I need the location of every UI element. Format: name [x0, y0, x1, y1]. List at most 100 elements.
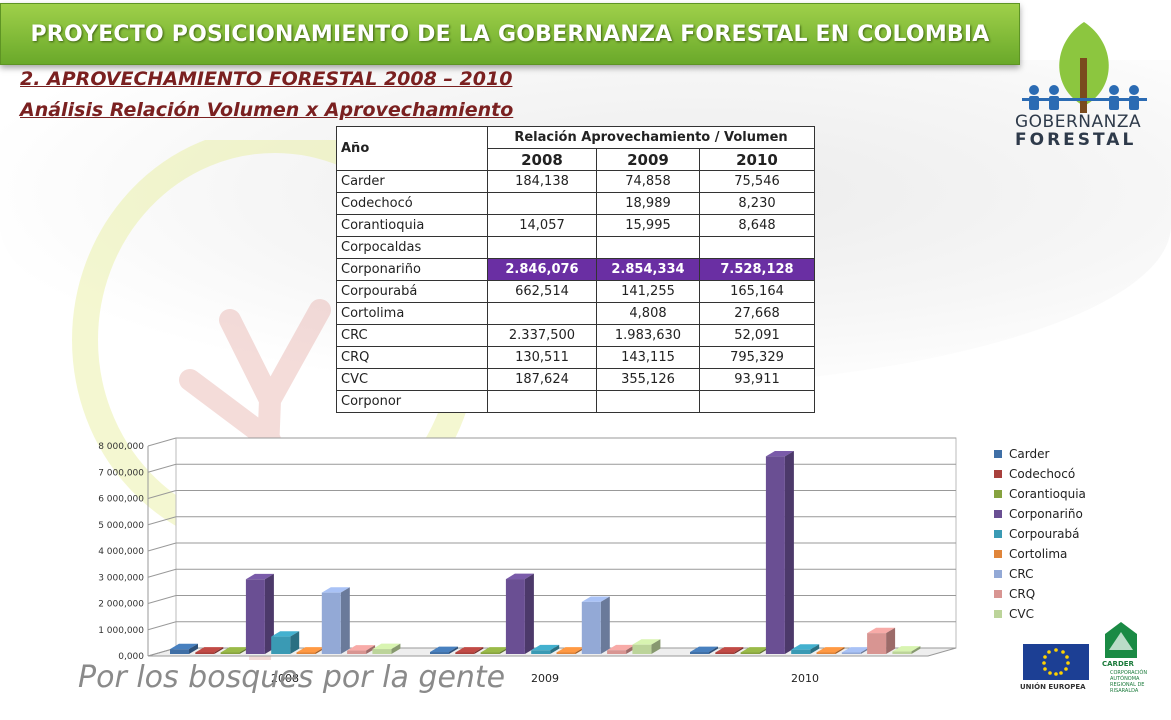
bar-side [391, 643, 401, 654]
table-row: CRC 2.337,500 1.983,630 52,091 [336, 324, 815, 347]
bar-top [505, 573, 534, 580]
row-value-2010: 27,668 [699, 302, 815, 325]
gridline-diag [147, 490, 177, 499]
row-value-2010 [699, 390, 815, 413]
legend-label: Corantioquia [1009, 487, 1086, 501]
bar-chart: 0,000 1 000,000 2 000,000 3 000,000 4 000,00… [98, 437, 957, 685]
logo-line1: GOBERNANZA [1015, 112, 1142, 132]
legend-item: Corponariño [994, 504, 1086, 524]
bar-corponariño-2008 [245, 579, 265, 654]
legend-swatch [994, 450, 1002, 458]
row-value-2009: 141,255 [596, 280, 700, 303]
legend-item: Cortolima [994, 544, 1086, 564]
bar-side [189, 643, 198, 654]
logo-line2: FORESTAL [1015, 130, 1137, 150]
bar-cvc-2009 [632, 644, 652, 654]
row-name: Corantioquia [336, 214, 488, 237]
row-value-2009: 355,126 [596, 368, 700, 391]
legend-label: CRQ [1009, 587, 1036, 601]
page-title: PROYECTO POSICIONAMIENTO DE LA GOBERNANZ… [30, 21, 990, 47]
data-table: Año Relación Aprovechamiento / Volumen 2… [336, 126, 815, 413]
row-name: CRC [336, 324, 488, 347]
legend-swatch [994, 550, 1002, 558]
bar-side [340, 587, 350, 654]
table-row: Corpourabá 662,514 141,255 165,164 [336, 280, 815, 303]
row-value-2008: 14,057 [487, 214, 597, 237]
bar-top [581, 596, 610, 602]
row-value-2008: 184,138 [487, 170, 597, 193]
bar-top [372, 643, 401, 650]
bar-corpourabá-2009 [531, 650, 551, 654]
legend-label: Corpourabá [1009, 527, 1080, 541]
bar-cvc-2008 [372, 649, 392, 654]
gridline-diag [147, 542, 177, 552]
legend-swatch [994, 470, 1002, 478]
bar-crq-2010 [867, 633, 887, 654]
y-tick-label: 5 000,000 [98, 521, 144, 531]
row-name: Corponor [336, 390, 488, 413]
bar-top [321, 587, 350, 593]
title-banner: PROYECTO POSICIONAMIENTO DE LA GOBERNANZ… [0, 3, 1020, 65]
gridline-diag [147, 568, 177, 578]
legend-item: CRQ [994, 584, 1086, 604]
bar-corponariño-2009 [505, 579, 525, 654]
bar-corantioquia-2009 [480, 652, 500, 654]
bar-side [600, 596, 610, 654]
legend-swatch [994, 590, 1002, 598]
table-row: Carder 184,138 74,858 75,546 [336, 170, 815, 193]
bar-top [245, 573, 274, 580]
row-value-2009: 1.983,630 [596, 324, 700, 347]
bar-side [550, 644, 560, 654]
section-subtitle: Análisis Relación Volumen x Aprovechamie… [20, 99, 514, 121]
bar-cortolima-2009 [556, 652, 576, 654]
legend-item: CVC [994, 604, 1086, 624]
bar-corponariño-2010 [765, 456, 785, 654]
bar-cvc-2010 [892, 651, 912, 654]
eu-label: UNIÓN EUROPEA [1020, 683, 1086, 691]
gridline-diag [147, 516, 177, 526]
bar-side [264, 573, 274, 654]
bar-side [835, 647, 845, 654]
y-tick-label: 2 000,000 [98, 600, 144, 610]
legend-label: CVC [1009, 607, 1034, 621]
bar-side [474, 647, 484, 654]
header-2010: 2010 [699, 148, 815, 171]
bar-top [430, 646, 458, 653]
bar-top [816, 647, 845, 653]
bar-top [740, 647, 769, 653]
row-name: Corponariño [336, 258, 488, 281]
y-tick-label: 0,000 [118, 652, 144, 662]
row-value-2009 [596, 236, 700, 259]
bar-top [765, 450, 794, 457]
row-value-2010: 7.528,128 [699, 258, 815, 281]
bar-top [715, 647, 744, 653]
legend-label: Corponariño [1009, 507, 1083, 521]
y-tick-label: 7 000,000 [98, 468, 144, 478]
legend-label: Carder [1009, 447, 1050, 461]
table-row: Corponariño 2.846,076 2.854,334 7.528,128 [336, 258, 815, 281]
row-value-2008: 662,514 [487, 280, 597, 303]
header-group: Relación Aprovechamiento / Volumen [487, 126, 815, 149]
row-name: Codechocó [336, 192, 488, 215]
slogan: Por los bosques por la gente [78, 660, 506, 695]
legend-label: Cortolima [1009, 547, 1068, 561]
bar-crq-2009 [607, 650, 627, 654]
table-row: CVC 187,624 355,126 93,911 [336, 368, 815, 391]
bar-codechocó-2009 [455, 652, 475, 654]
bar-carder-2008 [170, 649, 189, 654]
bar-cortolima-2008 [296, 652, 316, 654]
legend-item: Corpourabá [994, 524, 1086, 544]
bar-top [220, 647, 249, 653]
row-name: CVC [336, 368, 488, 391]
y-tick-label: 8 000,000 [98, 442, 144, 452]
legend-item: Corantioquia [994, 484, 1086, 504]
row-value-2010: 75,546 [699, 170, 815, 193]
bar-top [531, 644, 560, 651]
x-tick-label: 2009 [531, 672, 559, 685]
gridline-diag [147, 621, 177, 631]
row-value-2009: 15,995 [596, 214, 700, 237]
header-year: Año [336, 126, 488, 171]
bar-top [867, 627, 896, 634]
table-body: Carder 184,138 74,858 75,546 Codechocó 18,989… [336, 170, 815, 413]
x-tick-label: 2010 [791, 672, 819, 685]
